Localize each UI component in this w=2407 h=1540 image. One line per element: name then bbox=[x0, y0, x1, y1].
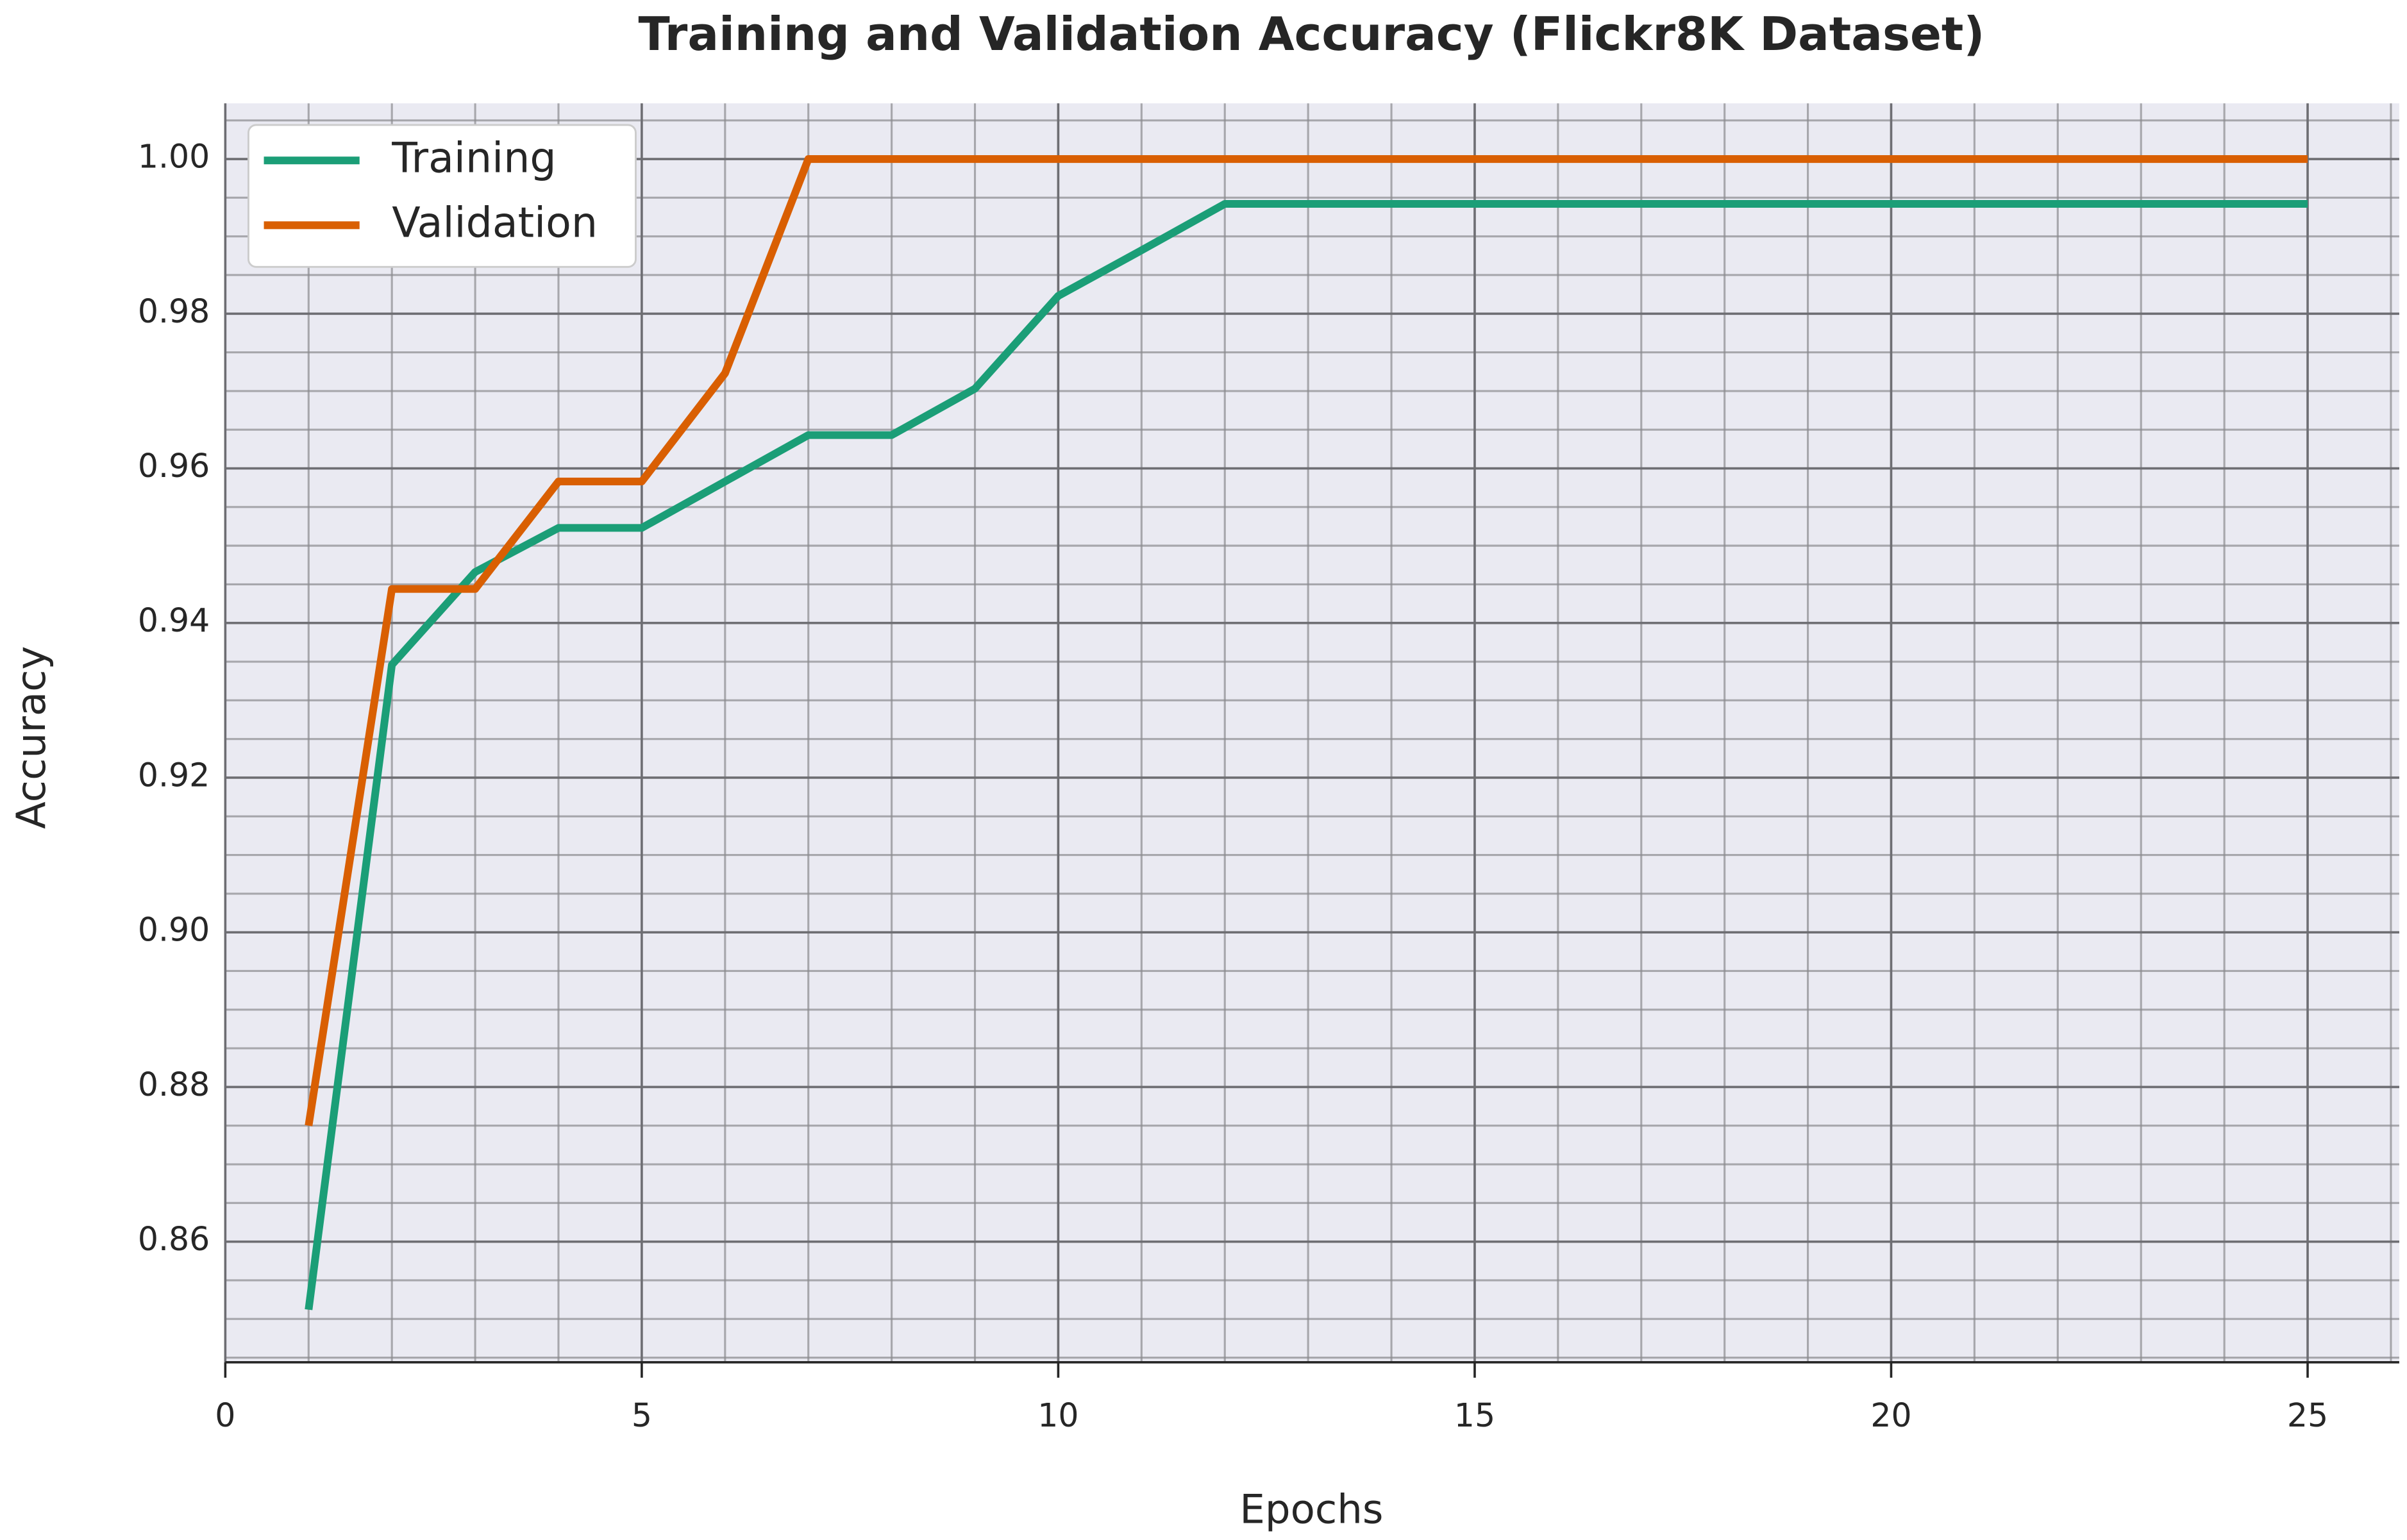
y-tick-label: 0.90 bbox=[138, 911, 210, 949]
x-tick-label: 15 bbox=[1454, 1396, 1495, 1434]
line-series bbox=[305, 155, 2308, 1126]
legend-label: Validation bbox=[392, 199, 598, 247]
x-tick-label: 10 bbox=[1037, 1396, 1078, 1434]
chart-title: Training and Validation Accuracy (Flickr… bbox=[638, 8, 1984, 62]
y-tick-label: 0.88 bbox=[138, 1066, 210, 1103]
x-tick-label: 20 bbox=[1870, 1396, 1911, 1434]
x-tick-label: 0 bbox=[215, 1396, 235, 1434]
plot-background bbox=[225, 103, 2399, 1362]
y-tick-label: 0.98 bbox=[138, 292, 210, 330]
y-tick-label: 0.96 bbox=[138, 447, 210, 485]
x-tick-label: 5 bbox=[632, 1396, 652, 1434]
y-axis-label: Accuracy bbox=[8, 646, 55, 829]
x-tick-label: 25 bbox=[2287, 1396, 2328, 1434]
y-tick-label: 0.94 bbox=[138, 601, 210, 639]
line-series bbox=[305, 200, 2308, 1310]
y-tick-label: 1.00 bbox=[138, 138, 210, 176]
legend-label: Training bbox=[391, 134, 556, 182]
x-axis-label: Epochs bbox=[1239, 1486, 1383, 1532]
y-tick-label: 0.92 bbox=[138, 756, 210, 794]
y-tick-label: 0.86 bbox=[138, 1220, 210, 1258]
